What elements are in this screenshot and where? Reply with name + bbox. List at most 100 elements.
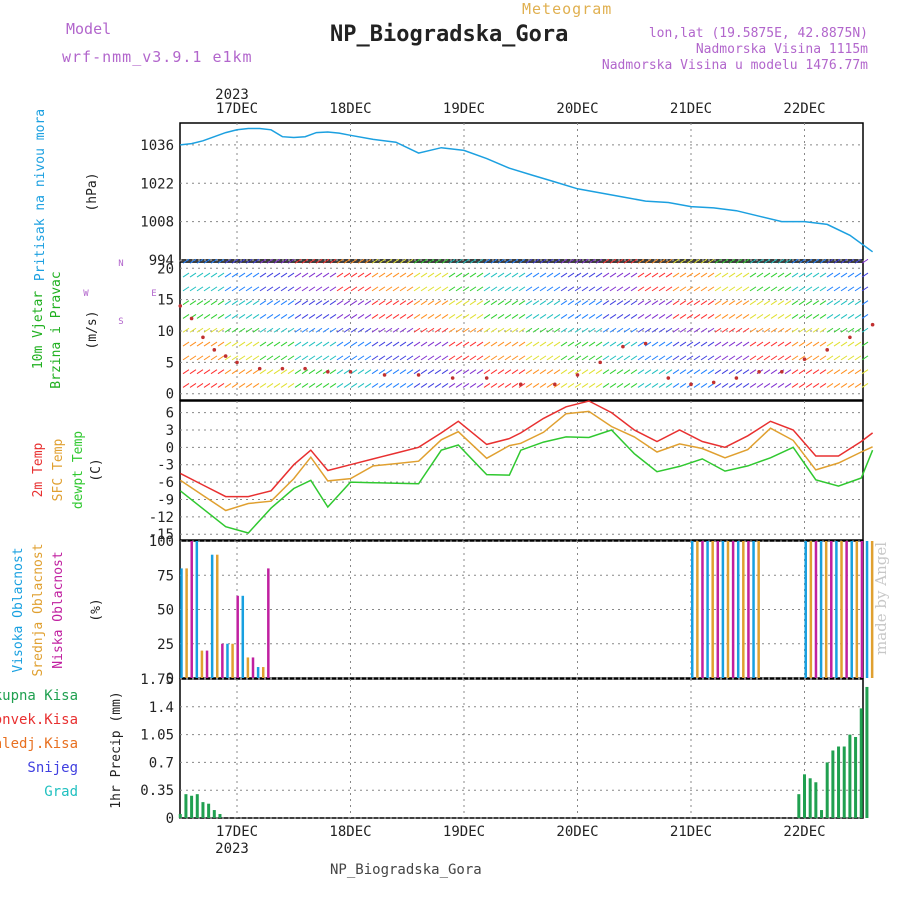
wind-barb [273,286,281,292]
wind-barb [511,258,519,264]
wind-barb [644,341,652,347]
wind-barb [315,258,323,264]
wind-barb [441,286,449,292]
wind-barb [847,272,855,278]
wind-barb [847,286,855,292]
wind-barb [728,300,736,306]
wind-barb [854,286,862,292]
wind-barb [224,272,232,278]
wind-barb [728,341,736,347]
wind-barb [371,272,379,278]
precip-bar [859,708,863,818]
wind-barb [315,341,323,347]
wind-barb [476,272,484,278]
wind-barb [854,327,862,333]
wind-barb [280,300,288,306]
cloud-bar [210,554,214,678]
wind-barb [756,286,764,292]
wind-barb [462,369,470,375]
wind-barb [357,300,365,306]
wind-barb [819,341,827,347]
wind-barb [448,327,456,333]
wind-barb [245,314,253,319]
wind-barb [182,355,190,361]
wind-barb [238,258,246,264]
wind-barb [189,300,197,306]
wind-barb [252,341,260,347]
wind-barb [616,341,624,347]
wind-barb [700,383,708,388]
wind-barb [630,369,638,375]
wind-barb [434,327,442,333]
y-tick-label: 20 [157,261,174,277]
wind-barb [609,272,617,278]
wind-barb [609,258,617,264]
wind-barb [609,286,617,292]
wind-barb [252,327,260,333]
wind-barb [672,327,680,333]
wind-barbs [182,258,869,388]
wind-barb [560,341,568,347]
wind-barb [798,383,806,388]
y-tick-label: 1.4 [149,700,174,716]
wind-barb [553,355,561,361]
wind-barb [224,300,232,306]
wind-barb [462,300,470,306]
wind-barb [826,314,834,319]
wind-barb [805,258,813,264]
wind-barb [210,272,218,278]
wind-barb [854,258,862,264]
wind-barb [840,369,848,375]
wind-barb [217,314,225,319]
wind-barb [651,369,659,375]
wind-barb [413,314,421,319]
wind-barb [343,327,351,333]
wind-barb [588,272,596,278]
wind-barb [385,341,393,347]
wind-barb [805,286,813,292]
wind-barb [189,355,197,361]
wind-barb [658,258,666,264]
wind-barb [756,341,764,347]
wind-barb [497,327,505,333]
wind-barb [602,327,610,333]
wind-barb [273,258,281,264]
wind-barb [525,369,533,375]
wind-barb [686,327,694,333]
wind-barb [399,369,407,375]
wind-barb [497,286,505,292]
wind-barb [714,258,722,264]
wind-barb [686,286,694,292]
wind-barb [448,286,456,292]
wind-barb [812,286,820,292]
wind-barb [413,258,421,264]
wind-barb [595,327,603,333]
wind-barb [203,258,211,264]
cloud-bar [742,541,745,678]
wind-barb [336,327,344,333]
wind-barb [777,300,785,306]
model-value: wrf-nmm_v3.9.1 e1km [62,48,253,66]
x-tick-label-bottom: 19DEC [443,824,485,840]
wind-speed-point [189,316,194,321]
wind-barb [497,355,505,361]
wind-barb [560,327,568,333]
y-tick-label: 1036 [140,138,174,154]
wind-barb [343,272,351,278]
wind-barb [203,369,211,375]
wind-barb [609,355,617,361]
wind-barb [819,355,827,361]
wind-barb [371,341,379,347]
wind-barb [623,314,631,319]
wind-barb [707,314,715,319]
wind-barb [630,341,638,347]
wind-barb [203,355,211,361]
wind-barb [791,300,799,306]
cloud-bar [860,541,864,678]
wind-barb [350,355,358,361]
wind-barb [728,327,736,333]
wind-barb [735,327,743,333]
wind-barb [735,369,743,375]
wind-barb [413,300,421,306]
wind-barb [770,355,778,361]
